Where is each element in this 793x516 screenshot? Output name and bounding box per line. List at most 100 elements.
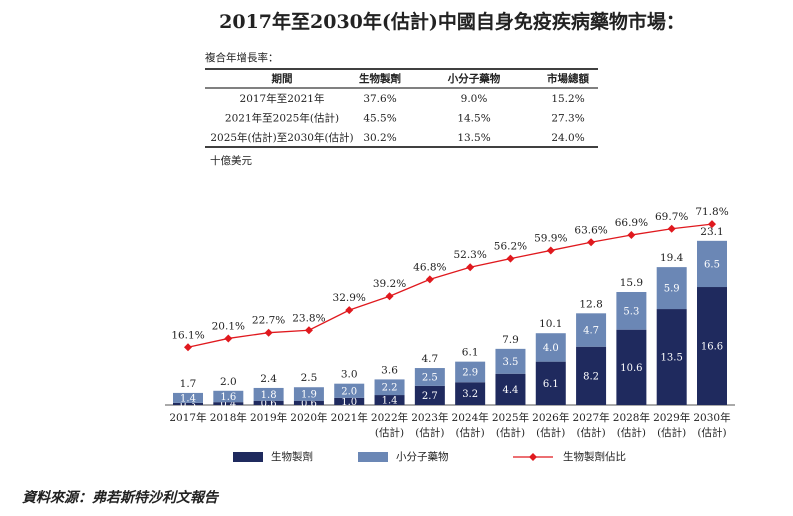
x-tick-label: 2027年	[572, 411, 609, 424]
table-cell: 15.2%	[551, 93, 584, 105]
total-label: 3.6	[381, 364, 398, 376]
line-label: 46.8%	[413, 261, 446, 273]
line-label: 63.6%	[574, 224, 607, 236]
x-tick-label: 2023年	[411, 411, 448, 424]
x-tick-label: 2024年	[452, 411, 489, 424]
bar	[455, 382, 486, 405]
table-cell: 37.6%	[363, 93, 396, 105]
bar-label: 0.4	[220, 399, 236, 410]
x-tick-label: 2025年	[492, 411, 529, 424]
x-tick-note: (估計)	[375, 426, 404, 439]
bar-label: 10.6	[620, 363, 642, 374]
x-tick-label: 2018年	[210, 411, 247, 424]
bar	[213, 390, 244, 403]
line-label: 16.1%	[171, 329, 204, 341]
x-tick-label: 2020年	[290, 411, 327, 424]
total-label: 2.4	[260, 373, 277, 385]
bar-label: 1.4	[382, 396, 398, 407]
legend-swatch	[358, 452, 388, 462]
total-label: 1.7	[180, 378, 197, 390]
total-label: 15.9	[620, 277, 643, 289]
bar-label: 1.6	[220, 392, 236, 403]
legend-label: 生物製劑佔比	[563, 450, 626, 463]
bar-label: 2.0	[341, 386, 357, 397]
line-marker	[385, 292, 394, 301]
table-cell: 24.0%	[551, 132, 584, 144]
bar	[213, 402, 244, 405]
bar-label: 2.5	[422, 372, 438, 383]
line-label: 20.1%	[212, 320, 245, 332]
bar	[697, 240, 727, 288]
bar	[535, 361, 566, 405]
bar	[656, 309, 687, 405]
bar	[293, 387, 324, 401]
x-tick-note: (估計)	[415, 426, 444, 439]
line-marker	[184, 343, 192, 352]
line-marker	[506, 254, 515, 263]
line-label: 32.9%	[333, 292, 366, 304]
bar	[616, 291, 647, 330]
bar-label: 4.4	[503, 385, 519, 396]
legend-swatch	[233, 452, 263, 462]
x-tick-note: (估計)	[536, 426, 565, 439]
table-cell: 27.3%	[551, 113, 584, 125]
x-tick-label: 2019年	[250, 411, 287, 424]
unit: 十億美元	[210, 154, 252, 167]
bar-label: 3.5	[503, 357, 519, 368]
bar-label: 13.5	[661, 353, 683, 364]
legend-label: 小分子藥物	[396, 450, 449, 463]
total-label: 7.9	[502, 334, 519, 346]
x-tick-label: 2028年	[613, 411, 650, 424]
bar-label: 2.9	[462, 367, 478, 378]
table-cell: 9.0%	[461, 93, 488, 105]
line-label: 66.9%	[615, 217, 648, 229]
bar-label: 4.7	[583, 326, 599, 337]
line-marker	[264, 328, 273, 337]
bar-label: 1.8	[261, 390, 277, 401]
line-marker	[546, 246, 555, 255]
line-label: 71.8%	[695, 206, 728, 218]
x-tick-label: 2021年	[331, 411, 368, 424]
bar	[293, 400, 324, 405]
bar-label: 0.3	[180, 399, 196, 410]
total-label: 4.7	[421, 353, 438, 365]
bar	[697, 287, 727, 405]
line-marker	[466, 263, 475, 272]
x-tick-note: (估計)	[617, 426, 646, 439]
bar	[253, 387, 284, 401]
table-header: 小分子藥物	[447, 72, 501, 85]
x-tick-note: (估計)	[496, 426, 525, 439]
x-tick-label: 2022年	[371, 411, 408, 424]
bar-label: 1.4	[180, 393, 196, 404]
table-header: 市場總額	[547, 72, 589, 85]
bar	[414, 368, 445, 386]
bar	[616, 329, 647, 405]
total-label: 12.8	[579, 298, 602, 310]
bar-label: 4.0	[543, 343, 559, 354]
table-cell: 45.5%	[363, 113, 396, 125]
line-label: 52.3%	[453, 249, 486, 261]
bar	[374, 395, 405, 405]
total-label: 2.0	[220, 376, 237, 388]
line-marker	[304, 326, 313, 335]
total-label: 10.1	[539, 318, 562, 330]
line-marker	[627, 230, 636, 239]
table-caption: 複合年增長率：	[205, 51, 279, 64]
share-line	[187, 223, 713, 348]
line-label: 39.2%	[373, 278, 406, 290]
bar-label: 1.0	[341, 397, 357, 408]
total-label: 19.4	[660, 252, 684, 264]
bar	[495, 348, 526, 374]
line-marker	[708, 220, 716, 229]
x-tick-note: (估計)	[697, 426, 726, 439]
bar-label: 2.2	[382, 383, 398, 394]
x-tick-note: (估計)	[657, 426, 686, 439]
line-label: 69.7%	[655, 211, 688, 223]
bar-label: 1.9	[301, 389, 317, 400]
line-label: 22.7%	[252, 315, 285, 327]
bar-label: 2.7	[422, 391, 438, 402]
bar-label: 0.6	[301, 398, 317, 409]
bar-label: 3.2	[462, 389, 478, 400]
x-tick-label: 2030年	[693, 411, 730, 424]
